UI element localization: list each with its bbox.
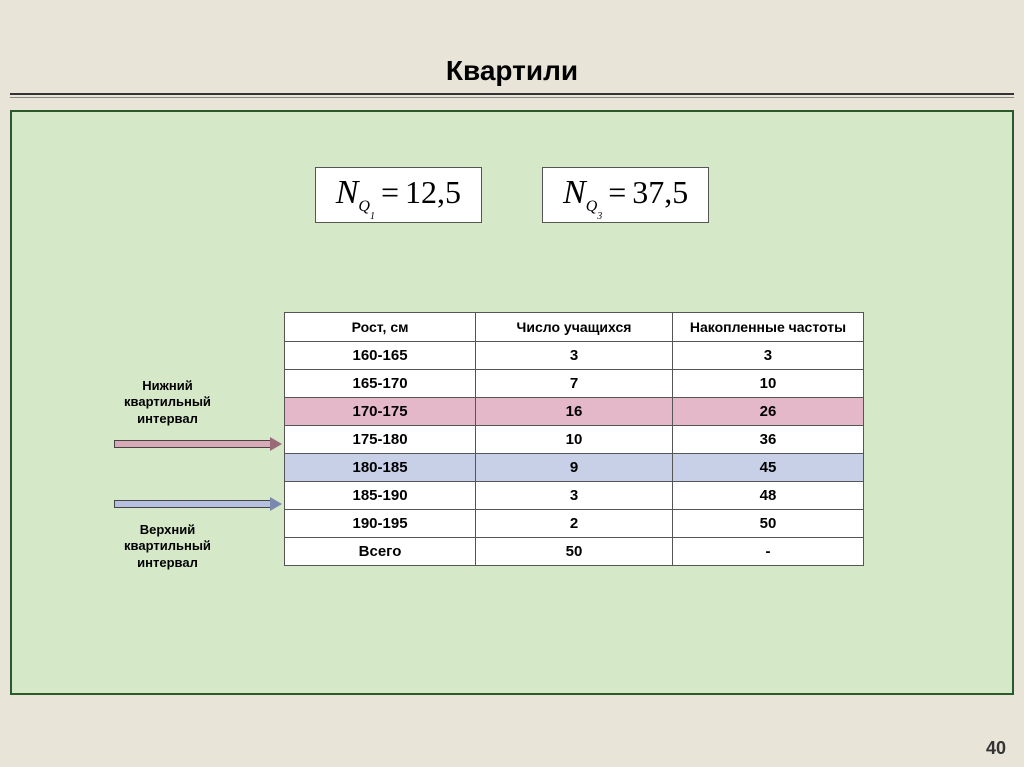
content-panel: N Q1 = 12,5 N Q3 = 37,5 Нижний квартильн… xyxy=(10,110,1014,695)
formula-q3-val: 37,5 xyxy=(632,174,688,211)
formula-row: N Q1 = 12,5 N Q3 = 37,5 xyxy=(12,112,1012,223)
table-row: 165-170710 xyxy=(285,370,864,398)
formula-q1-sub: Q1 xyxy=(358,198,375,218)
table-row: 190-195250 xyxy=(285,510,864,538)
table-cell: Всего xyxy=(285,538,476,566)
arrow-upper-icon xyxy=(114,497,282,511)
table-cell: - xyxy=(672,538,863,566)
table-cell: 48 xyxy=(672,482,863,510)
divider-thick xyxy=(10,93,1014,95)
table-cell: 180-185 xyxy=(285,454,476,482)
table-row: 160-16533 xyxy=(285,342,864,370)
table-cell: 10 xyxy=(672,370,863,398)
col-header-2: Накопленные частоты xyxy=(672,313,863,342)
label-lower-quartile: Нижний квартильный интервал xyxy=(110,378,225,427)
table-cell: 50 xyxy=(476,538,673,566)
data-table: Рост, см Число учащихся Накопленные част… xyxy=(284,312,864,566)
col-header-1: Число учащихся xyxy=(476,313,673,342)
table-cell: 9 xyxy=(476,454,673,482)
table-row: 175-1801036 xyxy=(285,426,864,454)
table-row: 185-190348 xyxy=(285,482,864,510)
slide-title: Квартили xyxy=(0,0,1024,93)
formula-q3-N: N xyxy=(563,174,586,212)
table-cell: 10 xyxy=(476,426,673,454)
table-header-row: Рост, см Число учащихся Накопленные част… xyxy=(285,313,864,342)
table-cell: 175-180 xyxy=(285,426,476,454)
label-upper-quartile: Верхний квартильный интервал xyxy=(110,522,225,571)
table-cell: 26 xyxy=(672,398,863,426)
col-header-0: Рост, см xyxy=(285,313,476,342)
table-cell: 2 xyxy=(476,510,673,538)
table-cell: 165-170 xyxy=(285,370,476,398)
formula-q3-eq: = xyxy=(608,174,626,211)
data-table-wrap: Рост, см Число учащихся Накопленные част… xyxy=(284,312,864,566)
table-cell: 3 xyxy=(476,342,673,370)
table-cell: 170-175 xyxy=(285,398,476,426)
divider-thin xyxy=(10,97,1014,98)
page-number: 40 xyxy=(986,738,1006,759)
table-row: 180-185945 xyxy=(285,454,864,482)
table-cell: 3 xyxy=(672,342,863,370)
table-row: 170-1751626 xyxy=(285,398,864,426)
formula-q3-sub: Q3 xyxy=(586,198,603,218)
formula-q1-val: 12,5 xyxy=(405,174,461,211)
table-cell: 50 xyxy=(672,510,863,538)
table-row: Всего50- xyxy=(285,538,864,566)
formula-q1-eq: = xyxy=(381,174,399,211)
formula-q3: N Q3 = 37,5 xyxy=(542,167,709,223)
formula-q1: N Q1 = 12,5 xyxy=(315,167,482,223)
table-cell: 16 xyxy=(476,398,673,426)
table-cell: 160-165 xyxy=(285,342,476,370)
table-cell: 185-190 xyxy=(285,482,476,510)
formula-q1-N: N xyxy=(336,174,359,212)
table-cell: 3 xyxy=(476,482,673,510)
table-cell: 36 xyxy=(672,426,863,454)
table-cell: 7 xyxy=(476,370,673,398)
table-cell: 190-195 xyxy=(285,510,476,538)
arrow-lower-icon xyxy=(114,437,282,451)
table-cell: 45 xyxy=(672,454,863,482)
